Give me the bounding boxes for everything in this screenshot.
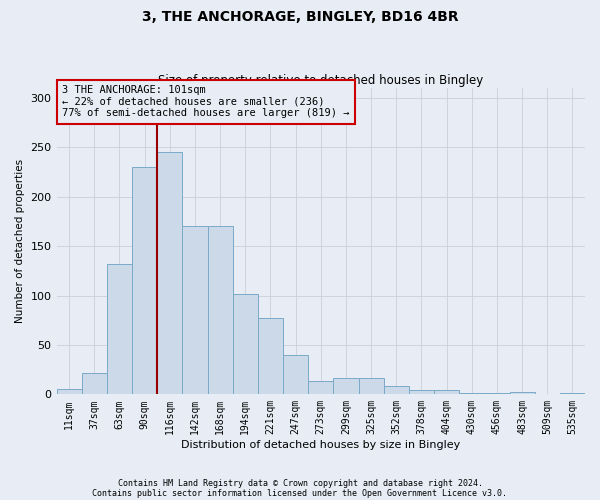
Y-axis label: Number of detached properties: Number of detached properties bbox=[15, 159, 25, 324]
Bar bbox=[157, 152, 182, 394]
Bar bbox=[509, 392, 535, 394]
Text: 3 THE ANCHORAGE: 101sqm
← 22% of detached houses are smaller (236)
77% of semi-d: 3 THE ANCHORAGE: 101sqm ← 22% of detache… bbox=[62, 85, 349, 118]
Bar bbox=[334, 378, 359, 394]
Bar bbox=[56, 390, 82, 394]
Bar bbox=[409, 390, 434, 394]
Bar bbox=[258, 318, 283, 394]
Text: Contains HM Land Registry data © Crown copyright and database right 2024.: Contains HM Land Registry data © Crown c… bbox=[118, 478, 482, 488]
Text: 3, THE ANCHORAGE, BINGLEY, BD16 4BR: 3, THE ANCHORAGE, BINGLEY, BD16 4BR bbox=[142, 10, 458, 24]
Bar bbox=[434, 390, 459, 394]
X-axis label: Distribution of detached houses by size in Bingley: Distribution of detached houses by size … bbox=[181, 440, 460, 450]
Bar bbox=[359, 378, 383, 394]
Title: Size of property relative to detached houses in Bingley: Size of property relative to detached ho… bbox=[158, 74, 484, 87]
Bar bbox=[383, 386, 409, 394]
Bar bbox=[82, 372, 107, 394]
Bar bbox=[233, 294, 258, 394]
Bar bbox=[182, 226, 208, 394]
Text: Contains public sector information licensed under the Open Government Licence v3: Contains public sector information licen… bbox=[92, 488, 508, 498]
Bar bbox=[308, 382, 334, 394]
Bar bbox=[283, 355, 308, 395]
Bar bbox=[107, 264, 132, 394]
Bar bbox=[208, 226, 233, 394]
Bar bbox=[132, 167, 157, 394]
